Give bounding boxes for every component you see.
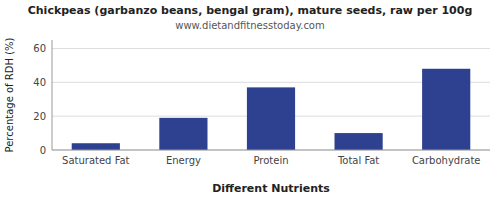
bars [72, 69, 471, 150]
x-tick-label: Total Fat [337, 155, 379, 166]
y-tick-label: 20 [33, 111, 46, 122]
bar [159, 118, 207, 150]
x-tick-label: Protein [253, 155, 288, 166]
y-axis: 0 20 40 60 [33, 40, 490, 156]
bar [335, 133, 383, 150]
bar [422, 69, 470, 150]
bar [247, 87, 295, 150]
x-axis-line [52, 150, 490, 151]
grid-line [52, 48, 490, 49]
subtitle: www.dietandfitnesstoday.com [175, 20, 324, 31]
y-axis-line [52, 40, 53, 150]
y-tick-label: 60 [33, 43, 46, 54]
chart-svg: Chickpeas (garbanzo beans, bengal gram),… [0, 0, 500, 200]
x-axis-label: Different Nutrients [212, 182, 330, 195]
x-tick-label: Carbohydrate [412, 155, 481, 166]
x-tick-label: Saturated Fat [62, 155, 130, 166]
y-tick-label: 0 [40, 145, 46, 156]
y-axis-label: Percentage of RDH (%) [4, 37, 15, 152]
y-tick-label: 40 [33, 77, 46, 88]
grid-line [52, 150, 490, 151]
x-axis: Saturated Fat Energy Protein Total Fat Carbo… [52, 150, 490, 166]
bar [72, 143, 120, 150]
chart-container: Chickpeas (garbanzo beans, bengal gram),… [0, 0, 500, 200]
title: Chickpeas (garbanzo beans, bengal gram),… [28, 4, 473, 17]
x-tick-label: Energy [166, 155, 201, 166]
